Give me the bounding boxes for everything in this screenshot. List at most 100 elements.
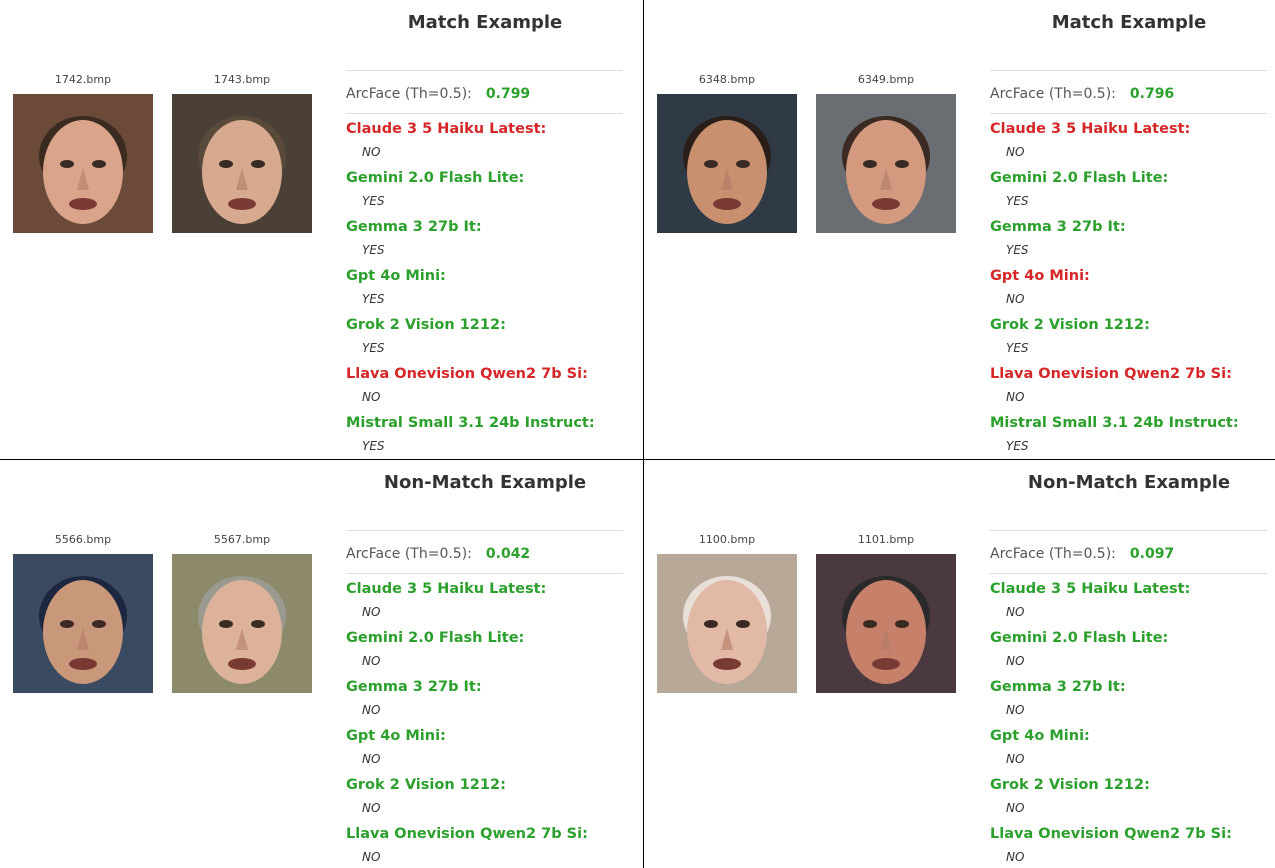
arcface-score: 0.799 xyxy=(485,86,531,102)
arcface-label: ArcFace (Th=0.5): xyxy=(346,546,472,562)
model-answer: NO xyxy=(362,654,381,668)
divider xyxy=(346,70,623,71)
face-photo-b xyxy=(816,554,956,693)
image-b-filename: 5567.bmp xyxy=(213,533,271,546)
model-answer: NO xyxy=(1006,390,1025,404)
model-answer: NO xyxy=(362,801,381,815)
image-b-filename: 1743.bmp xyxy=(213,73,271,86)
model-results: Claude 3 5 Haiku Latest: NO Gemini 2.0 Fla… xyxy=(346,118,636,459)
divider xyxy=(346,530,623,531)
face-photo-b xyxy=(172,94,312,233)
model-answer: NO xyxy=(362,605,381,619)
model-result-row: Gpt 4o Mini: NO xyxy=(346,725,636,774)
model-result-row: Gpt 4o Mini: NO xyxy=(990,725,1275,774)
panel-title: Match Example xyxy=(1051,12,1207,33)
model-name: Mistral Small 3.1 24b Instruct: xyxy=(346,415,595,431)
model-name: Llava Onevision Qwen2 7b Si: xyxy=(990,826,1232,842)
model-result-row: Grok 2 Vision 1212: YES xyxy=(346,314,636,363)
model-result-row: Gpt 4o Mini: NO xyxy=(990,265,1275,314)
arcface-score: 0.042 xyxy=(485,546,531,562)
model-answer: YES xyxy=(362,194,385,208)
panel-title: Match Example xyxy=(407,12,563,33)
model-result-row: Gemma 3 27b It: YES xyxy=(346,216,636,265)
divider xyxy=(990,113,1267,114)
model-name: Gemini 2.0 Flash Lite: xyxy=(990,630,1169,646)
model-results: Claude 3 5 Haiku Latest: NO Gemini 2.0 Fla… xyxy=(990,578,1275,868)
model-result-row: Claude 3 5 Haiku Latest: NO xyxy=(346,578,636,627)
panel-top-left: Match Example 1742.bmp 1743.bmp ArcFace … xyxy=(0,0,643,459)
model-answer: NO xyxy=(1006,605,1025,619)
model-result-row: Grok 2 Vision 1212: NO xyxy=(990,774,1275,823)
model-answer: NO xyxy=(1006,145,1025,159)
model-answer: YES xyxy=(1006,243,1029,257)
face-photo-b xyxy=(172,554,312,693)
panel-title: Non-Match Example xyxy=(383,472,587,493)
model-result-row: Grok 2 Vision 1212: YES xyxy=(990,314,1275,363)
model-result-row: Gemma 3 27b It: NO xyxy=(346,676,636,725)
face-photo-a xyxy=(13,554,153,693)
model-answer: NO xyxy=(362,752,381,766)
face-photo-a xyxy=(13,94,153,233)
model-answer: NO xyxy=(362,145,381,159)
arcface-label: ArcFace (Th=0.5): xyxy=(990,546,1116,562)
model-result-row: Llava Onevision Qwen2 7b Si: NO xyxy=(990,363,1275,412)
model-name: Grok 2 Vision 1212: xyxy=(346,777,506,793)
divider xyxy=(346,113,623,114)
model-name: Claude 3 5 Haiku Latest: xyxy=(346,121,547,137)
horizontal-divider xyxy=(0,459,1275,460)
arcface-score: 0.796 xyxy=(1129,86,1175,102)
arcface-score-row: ArcFace (Th=0.5): 0.796 xyxy=(990,86,1174,102)
vertical-divider xyxy=(643,0,644,868)
model-name: Grok 2 Vision 1212: xyxy=(990,317,1150,333)
model-name: Mistral Small 3.1 24b Instruct: xyxy=(990,415,1239,431)
model-result-row: Claude 3 5 Haiku Latest: NO xyxy=(346,118,636,167)
model-result-row: Gemini 2.0 Flash Lite: NO xyxy=(346,627,636,676)
panel-bottom-left: Non-Match Example 5566.bmp 5567.bmp ArcF… xyxy=(0,460,643,868)
model-name: Claude 3 5 Haiku Latest: xyxy=(346,581,547,597)
model-result-row: Llava Onevision Qwen2 7b Si: NO xyxy=(346,823,636,868)
model-name: Gpt 4o Mini: xyxy=(990,268,1090,284)
model-answer: NO xyxy=(1006,703,1025,717)
model-name: Gpt 4o Mini: xyxy=(346,268,446,284)
model-result-row: Mistral Small 3.1 24b Instruct: YES xyxy=(346,412,636,459)
model-result-row: Gpt 4o Mini: YES xyxy=(346,265,636,314)
model-result-row: Claude 3 5 Haiku Latest: NO xyxy=(990,578,1275,627)
face-photo-a xyxy=(657,94,797,233)
model-name: Claude 3 5 Haiku Latest: xyxy=(990,581,1191,597)
model-answer: NO xyxy=(1006,752,1025,766)
panel-top-right: Match Example 6348.bmp 6349.bmp ArcFace … xyxy=(644,0,1275,459)
model-result-row: Mistral Small 3.1 24b Instruct: YES xyxy=(990,412,1275,459)
model-name: Llava Onevision Qwen2 7b Si: xyxy=(990,366,1232,382)
face-photo-b xyxy=(816,94,956,233)
panel-bottom-right: Non-Match Example 1100.bmp 1101.bmp ArcF… xyxy=(644,460,1275,868)
model-result-row: Claude 3 5 Haiku Latest: NO xyxy=(990,118,1275,167)
model-result-row: Gemma 3 27b It: NO xyxy=(990,676,1275,725)
model-result-row: Gemini 2.0 Flash Lite: YES xyxy=(346,167,636,216)
model-answer: YES xyxy=(1006,341,1029,355)
model-name: Llava Onevision Qwen2 7b Si: xyxy=(346,366,588,382)
model-result-row: Gemini 2.0 Flash Lite: NO xyxy=(990,627,1275,676)
model-answer: NO xyxy=(1006,654,1025,668)
model-answer: YES xyxy=(362,243,385,257)
model-answer: YES xyxy=(362,439,385,453)
model-name: Gemini 2.0 Flash Lite: xyxy=(346,630,525,646)
model-answer: YES xyxy=(1006,439,1029,453)
model-result-row: Gemini 2.0 Flash Lite: YES xyxy=(990,167,1275,216)
model-answer: NO xyxy=(362,390,381,404)
model-results: Claude 3 5 Haiku Latest: NO Gemini 2.0 Fla… xyxy=(346,578,636,868)
image-a-filename: 1100.bmp xyxy=(698,533,756,546)
model-name: Claude 3 5 Haiku Latest: xyxy=(990,121,1191,137)
divider xyxy=(990,70,1267,71)
arcface-score-row: ArcFace (Th=0.5): 0.799 xyxy=(346,86,530,102)
model-answer: NO xyxy=(1006,801,1025,815)
divider xyxy=(346,573,623,574)
model-name: Gpt 4o Mini: xyxy=(990,728,1090,744)
model-name: Gemma 3 27b It: xyxy=(346,219,482,235)
model-answer: YES xyxy=(362,341,385,355)
model-name: Llava Onevision Qwen2 7b Si: xyxy=(346,826,588,842)
model-result-row: Llava Onevision Qwen2 7b Si: NO xyxy=(346,363,636,412)
image-b-filename: 1101.bmp xyxy=(857,533,915,546)
arcface-label: ArcFace (Th=0.5): xyxy=(990,86,1116,102)
image-a-filename: 6348.bmp xyxy=(698,73,756,86)
arcface-score-row: ArcFace (Th=0.5): 0.042 xyxy=(346,546,530,562)
